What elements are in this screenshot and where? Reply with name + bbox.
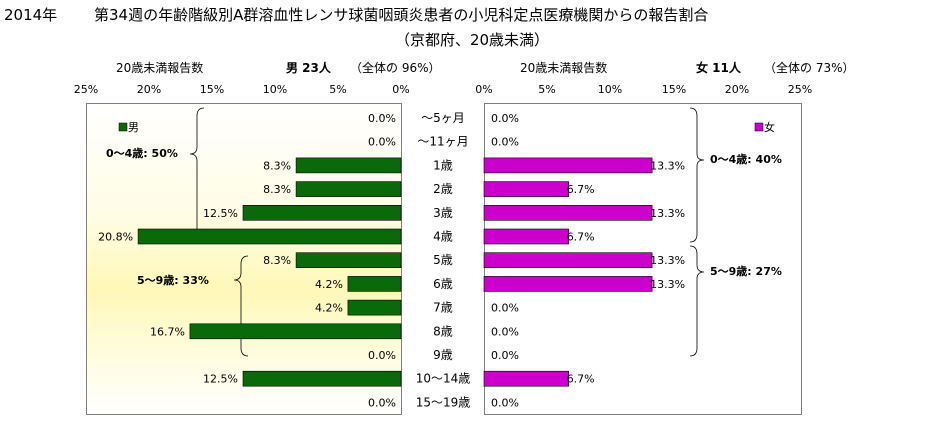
male-data-label: 8.3%	[263, 159, 291, 172]
male-group-label-0-4: 0～4歳: 50%	[106, 146, 178, 160]
male-data-label: 4.2%	[315, 278, 343, 291]
female-bar	[483, 228, 569, 245]
female-data-label: 6.7%	[567, 373, 595, 386]
category-label: ～11ヶ月	[417, 135, 468, 149]
category-label: 2歳	[433, 182, 453, 196]
female-tick: 5%	[538, 83, 556, 96]
title-main: 第34週の年齢階級別A群溶血性レンサ球菌咽頭炎患者の小児科定点医療機関からの報告…	[94, 6, 709, 24]
legend-male-label: 男	[128, 121, 139, 134]
female-bar	[483, 157, 653, 174]
male-data-label: 4.2%	[315, 302, 343, 315]
category-label: 10～14歳	[416, 372, 471, 386]
male-data-label: 8.3%	[263, 183, 291, 196]
female-bar	[483, 370, 569, 387]
male-data-label: 20.8%	[98, 231, 133, 244]
female-bar	[483, 252, 653, 268]
male-tick: 20%	[136, 83, 162, 96]
female-group-label-0-4: 0～4歳: 40%	[710, 152, 782, 166]
male-bar	[242, 205, 402, 221]
male-bar	[295, 181, 402, 197]
female-share: （全体の 73%）	[764, 61, 855, 75]
category-label: 1歳	[433, 158, 453, 172]
female-data-label: 13.3%	[650, 207, 685, 220]
male-tick: 25%	[73, 83, 99, 96]
female-group-label-5-9: 5～9歳: 27%	[710, 264, 782, 278]
female-summary-count: 女 11人	[696, 61, 741, 75]
female-data-label: 0.0%	[491, 112, 519, 125]
male-share: （全体の 96%）	[350, 61, 441, 75]
female-data-label: 0.0%	[491, 325, 519, 338]
male-tick: 5%	[329, 83, 347, 96]
male-tick: 0%	[392, 83, 410, 96]
category-label: 3歳	[433, 206, 453, 220]
male-group-label-5-9: 5～9歳: 33%	[137, 273, 209, 287]
male-bar	[189, 323, 402, 340]
female-data-label: 13.3%	[650, 254, 685, 267]
legend-female-label: 女	[764, 120, 775, 134]
female-data-label: 0.0%	[491, 349, 519, 362]
female-data-label: 13.3%	[650, 159, 685, 172]
male-summary: 男 23人	[286, 59, 331, 76]
female-tick: 0%	[475, 83, 493, 96]
title-year: 2014年	[4, 6, 58, 24]
category-label: 4歳	[433, 230, 453, 244]
legend-female-swatch	[754, 122, 764, 132]
chart-subtitle: （京都府、20歳未満）	[394, 31, 550, 49]
female-tick: 15%	[661, 83, 687, 96]
male-bar	[137, 228, 402, 245]
female-tick: 20%	[724, 83, 750, 96]
male-caption: 20歳未満報告数	[116, 61, 204, 75]
category-label: ～5ヶ月	[421, 111, 465, 125]
female-bracket-5-9	[689, 245, 705, 357]
female-data-label: 6.7%	[567, 231, 595, 244]
female-data-label: 0.0%	[491, 396, 519, 409]
male-bar	[347, 276, 402, 292]
female-caption: 20歳未満報告数	[520, 61, 608, 75]
male-data-label: 16.7%	[150, 325, 185, 338]
male-data-label: 0.0%	[368, 136, 396, 149]
male-tick: 15%	[199, 83, 225, 96]
female-tick: 25%	[787, 83, 813, 96]
male-bar	[295, 157, 402, 174]
category-label: 9歳	[433, 348, 453, 362]
male-data-label: 0.0%	[368, 349, 396, 362]
male-bar	[347, 299, 402, 316]
female-summary: 女 11人	[696, 59, 741, 76]
category-label: 15～19歳	[416, 395, 471, 409]
category-label: 8歳	[433, 324, 453, 338]
male-tick: 10%	[262, 83, 288, 96]
male-summary-count: 男 23人	[286, 61, 331, 75]
female-data-label: 13.3%	[650, 278, 685, 291]
female-tick: 10%	[597, 83, 623, 96]
female-bar	[483, 276, 653, 292]
female-data-label: 6.7%	[567, 183, 595, 196]
legend-male-swatch	[118, 122, 128, 132]
male-data-label: 12.5%	[203, 373, 238, 386]
male-data-label: 0.0%	[368, 112, 396, 125]
female-bar	[483, 181, 569, 197]
category-label: 7歳	[433, 301, 453, 315]
female-data-label: 0.0%	[491, 302, 519, 315]
male-bracket-5-9	[233, 255, 249, 357]
male-data-label: 12.5%	[203, 207, 238, 220]
male-bar	[295, 252, 402, 268]
category-label: 6歳	[433, 277, 453, 291]
female-data-label: 0.0%	[491, 136, 519, 149]
male-data-label: 8.3%	[263, 254, 291, 267]
male-bar	[242, 370, 402, 387]
category-label: 5歳	[433, 253, 453, 267]
female-bracket-0-4	[689, 107, 705, 243]
male-bracket-0-4	[189, 107, 205, 243]
male-data-label: 0.0%	[368, 396, 396, 409]
female-bar	[483, 205, 653, 221]
